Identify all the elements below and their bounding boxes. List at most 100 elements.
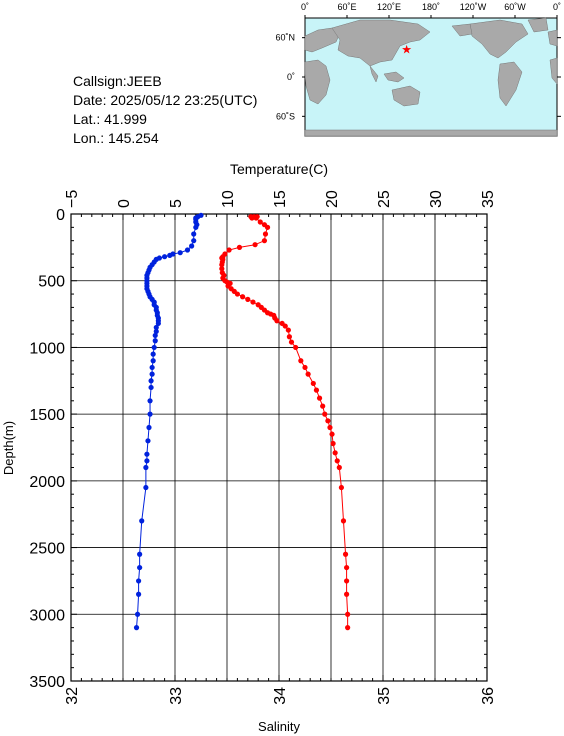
salinity-tick-label: 32 bbox=[64, 687, 81, 705]
temperature-tick-label: 35 bbox=[480, 190, 497, 208]
salinity-data-point bbox=[149, 371, 155, 377]
salinity-data-point bbox=[136, 591, 142, 597]
temperature-data-point bbox=[325, 418, 331, 424]
map-lon-label: 180˚ bbox=[422, 2, 440, 12]
map-lon-label: 60˚E bbox=[337, 2, 356, 12]
temperature-data-point bbox=[234, 291, 240, 297]
temperature-tick-label: −5 bbox=[64, 190, 81, 208]
salinity-tick-label: 34 bbox=[272, 687, 289, 705]
salinity-tick-label: 35 bbox=[376, 687, 393, 705]
temperature-data-point bbox=[236, 244, 243, 250]
map-lon-label: 0˚ bbox=[301, 2, 309, 12]
depth-tick-label: 1000 bbox=[29, 340, 65, 357]
temperature-data-point bbox=[274, 318, 280, 324]
map-lat-label: 0˚ bbox=[287, 72, 295, 82]
depth-tick-label: 500 bbox=[38, 274, 65, 291]
salinity-data-point bbox=[149, 364, 155, 371]
temperature-data-point bbox=[342, 551, 349, 557]
temperature-data-point bbox=[327, 424, 333, 431]
temperature-data-point bbox=[219, 266, 225, 272]
temperature-data-point bbox=[286, 334, 292, 340]
temperature-tick-labels: −5 0 5 10 15 20 25 30 35 bbox=[64, 190, 497, 208]
salinity-data-point bbox=[191, 231, 197, 237]
temperature-data-point bbox=[322, 411, 328, 417]
temperature-data-point bbox=[340, 518, 347, 524]
salinity-data-point bbox=[150, 358, 156, 364]
temperature-data-point bbox=[320, 403, 326, 409]
salinity-data-point bbox=[162, 254, 168, 260]
temperature-data-point bbox=[336, 464, 342, 471]
depth-tick-label: 2000 bbox=[29, 474, 65, 491]
salinity-data-point bbox=[152, 338, 158, 344]
salinity-data-point bbox=[153, 324, 159, 331]
map-land bbox=[304, 17, 558, 137]
depth-tick-label: 3500 bbox=[29, 674, 65, 691]
temperature-tick-label: 0 bbox=[116, 199, 133, 208]
axis-ticks bbox=[70, 213, 488, 682]
temperature-data-point bbox=[332, 450, 338, 456]
station-info: Callsign:JEEB Date: 2025/05/12 23:25(UTC… bbox=[73, 72, 257, 148]
salinity-data-point bbox=[134, 611, 141, 617]
temperature-data-point bbox=[344, 578, 350, 584]
salinity-data-point bbox=[153, 328, 159, 335]
salinity-data-point bbox=[150, 351, 156, 357]
salinity-data-point bbox=[155, 320, 161, 327]
temperature-data-point bbox=[282, 323, 288, 329]
temperature-data-point bbox=[293, 344, 299, 351]
salinity-data-point bbox=[189, 243, 195, 249]
temperature-tick-label: 15 bbox=[272, 190, 289, 208]
map-lon-label: 120˚E bbox=[377, 2, 401, 12]
depth-tick-label: 2500 bbox=[29, 541, 65, 558]
date-text: Date: 2025/05/12 23:25(UTC) bbox=[73, 92, 258, 108]
temperature-data-point bbox=[253, 215, 259, 221]
temperature-tick-label: 25 bbox=[376, 190, 393, 208]
temperature-data-point bbox=[345, 611, 351, 617]
salinity-data-point bbox=[136, 578, 142, 584]
salinity-data-point bbox=[151, 344, 157, 351]
temperature-data-point bbox=[219, 262, 225, 268]
salinity-data-point bbox=[148, 378, 154, 384]
longitude-text: Lon.: 145.254 bbox=[73, 130, 159, 146]
salinity-data-point bbox=[144, 458, 150, 464]
salinity-data-point bbox=[184, 247, 191, 253]
salinity-data-point bbox=[146, 424, 152, 431]
callsign-text: Callsign:JEEB bbox=[73, 73, 162, 89]
map-lat-label: 60˚S bbox=[276, 111, 295, 121]
temperature-data-point bbox=[344, 564, 350, 571]
salinity-data-point bbox=[177, 250, 183, 256]
depth-tick-labels: 0 500 1000 1500 2000 2500 3000 3500 bbox=[29, 207, 65, 691]
depth-tick-label: 1500 bbox=[29, 407, 65, 424]
depth-tick-label: 0 bbox=[56, 207, 65, 224]
temperature-data-point bbox=[288, 339, 295, 345]
temperature-data-point bbox=[338, 484, 344, 491]
salinity-data-point bbox=[143, 464, 149, 471]
salinity-data-point bbox=[137, 551, 143, 557]
map-station-marker: ★ bbox=[401, 42, 412, 56]
temperature-data-point bbox=[313, 387, 320, 393]
temperature-data-point bbox=[344, 591, 350, 597]
map-lon-label: 120˚W bbox=[460, 2, 487, 12]
map-lon-ticks bbox=[302, 15, 561, 117]
temperature-data-point bbox=[316, 395, 323, 401]
temperature-data-point bbox=[285, 327, 291, 333]
depth-tick-label: 3000 bbox=[29, 607, 65, 624]
salinity-axis-label: Salinity bbox=[258, 719, 300, 734]
temperature-data-point bbox=[302, 364, 308, 371]
salinity-data-point bbox=[152, 332, 158, 339]
map-lat-labels: 60˚N 0˚ 60˚S bbox=[275, 33, 295, 122]
map-lat-label: 60˚N bbox=[275, 33, 295, 43]
salinity-data-point bbox=[147, 398, 153, 404]
map-lon-label: 60˚W bbox=[504, 2, 526, 12]
temperature-data-point bbox=[240, 294, 246, 300]
depth-axis-label: Depth(m) bbox=[1, 421, 16, 475]
salinity-data-point bbox=[143, 484, 149, 491]
salinity-tick-labels: 32 33 34 35 36 bbox=[64, 687, 497, 705]
salinity-data-point bbox=[147, 411, 153, 417]
salinity-data-point bbox=[148, 384, 154, 391]
temperature-tick-label: 5 bbox=[168, 199, 185, 208]
temperature-data-point bbox=[310, 380, 316, 387]
map-lon-label: 0˚ bbox=[553, 2, 561, 12]
salinity-data-point bbox=[191, 238, 197, 244]
temperature-data-point bbox=[250, 299, 256, 305]
temperature-axis-label: Temperature(C) bbox=[230, 161, 328, 177]
